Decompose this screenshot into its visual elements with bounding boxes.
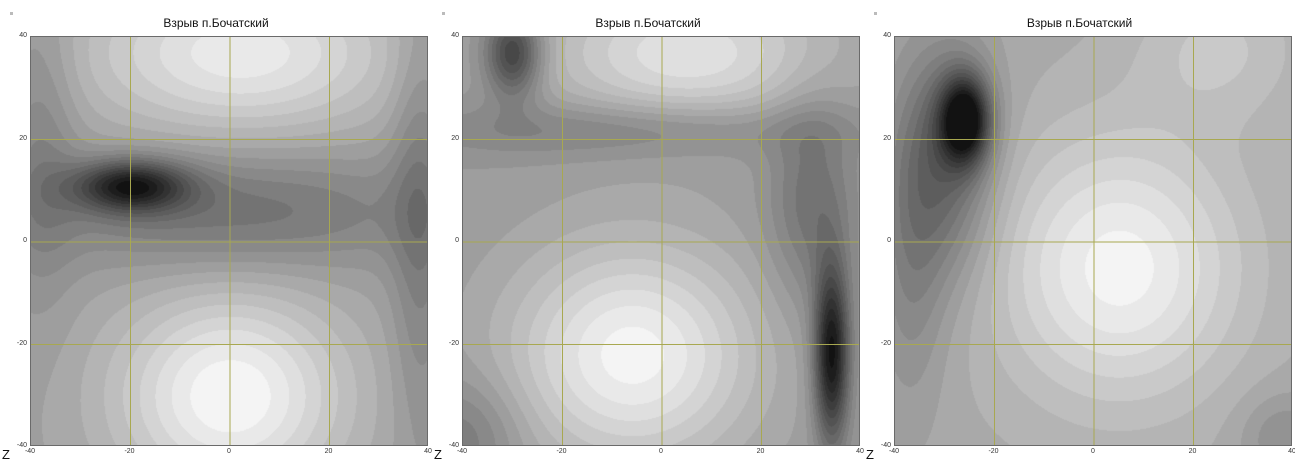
z-label: Z	[866, 447, 874, 462]
y-tick-label: 0	[887, 237, 891, 244]
y-tick-label: 0	[23, 237, 27, 244]
chart-title: Взрыв п.Бочатский	[595, 16, 701, 30]
x-tick-label: 20	[324, 448, 333, 455]
y-tick-label: 40	[883, 32, 891, 39]
chart-panel-2: Взрыв п.Бочатский Z 40 20 0 -20 -40 -40 -20 0 20…	[432, 0, 864, 465]
x-tick-label: 40	[856, 448, 864, 455]
y-tick-label: -40	[448, 442, 459, 449]
x-tick-label: 0	[1091, 448, 1095, 455]
heatmap-field	[463, 37, 859, 445]
x-tick-label: 0	[659, 448, 663, 455]
corner-marker	[442, 12, 445, 15]
grid-lines	[31, 37, 427, 445]
x-tick-label: -40	[24, 448, 36, 455]
heatmap-plot	[462, 36, 860, 446]
x-tick-label: -20	[124, 448, 135, 455]
heatmap-field	[31, 37, 427, 445]
y-tick-label: 20	[19, 134, 27, 142]
z-label: Z	[434, 447, 442, 462]
x-tick-label: 40	[424, 448, 432, 455]
grid-lines	[895, 37, 1291, 445]
x-tick-label: 40	[1288, 448, 1295, 455]
chart-title: Взрыв п.Бочатский	[1026, 16, 1133, 30]
y-tick-label: -40	[880, 442, 891, 449]
y-tick-label: -20	[16, 339, 27, 347]
grid-lines	[463, 37, 859, 445]
x-tick-label: 20	[756, 448, 765, 455]
heatmap-field	[895, 37, 1291, 445]
y-tick-label: -40	[16, 442, 27, 449]
x-tick-label: -40	[888, 448, 900, 455]
y-tick-label: 40	[451, 32, 459, 39]
x-tick-label: 0	[227, 448, 231, 455]
y-tick-label: -20	[448, 339, 459, 347]
z-label: Z	[2, 447, 10, 462]
chart-title: Взрыв п.Бочатский	[163, 16, 269, 30]
chart-panel-1: Взрыв п.Бочатский Z 40 20 0 -20 -40 -40 -20 0 20…	[0, 0, 432, 465]
heatmap-plot	[30, 36, 428, 446]
x-tick-label: -40	[456, 448, 468, 455]
corner-marker	[10, 12, 13, 15]
chart-panel-3: Взрыв п.Бочатский Z 40 20 0 -20 -40 -40 -20 0 20…	[864, 0, 1295, 465]
y-tick-label: 40	[19, 32, 27, 39]
x-tick-label: 20	[1188, 448, 1197, 455]
y-tick-label: 20	[451, 134, 459, 142]
corner-marker	[874, 12, 877, 15]
x-tick-label: -20	[556, 448, 567, 455]
x-tick-label: -20	[988, 448, 999, 455]
y-tick-label: -20	[880, 339, 891, 347]
heatmap-plot	[894, 36, 1292, 446]
y-tick-label: 0	[455, 237, 459, 244]
y-tick-label: 20	[883, 134, 891, 142]
